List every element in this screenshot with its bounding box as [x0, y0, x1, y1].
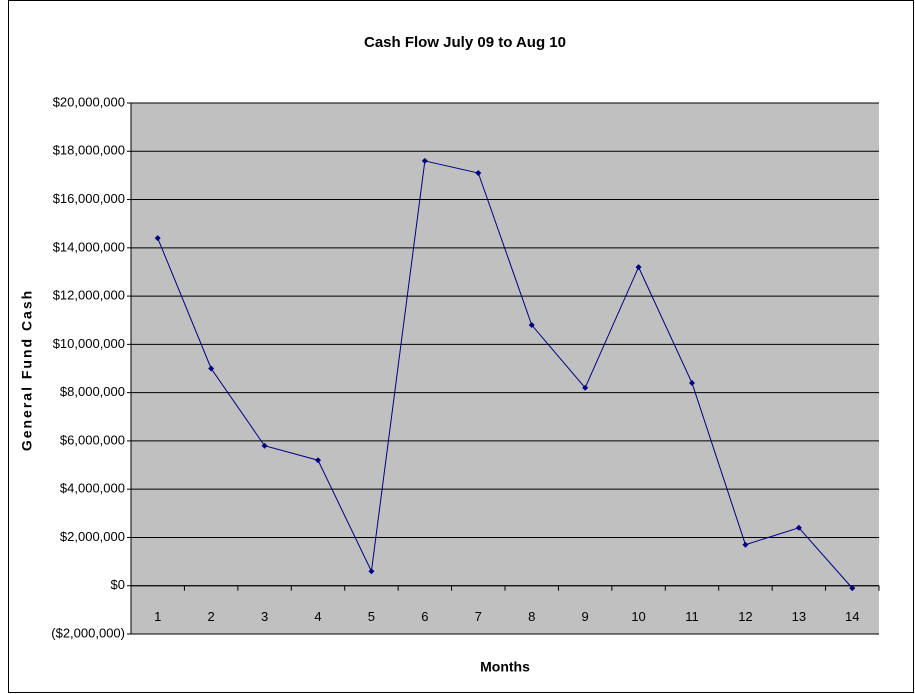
x-tick-label: 2 — [208, 609, 215, 624]
point-marker — [475, 169, 482, 176]
x-tick-label: 12 — [738, 609, 752, 624]
point-marker — [154, 235, 161, 242]
x-tick-label: 8 — [528, 609, 535, 624]
point-marker — [742, 541, 749, 548]
point-marker — [368, 568, 375, 575]
x-tick-label: 7 — [475, 609, 482, 624]
point-marker — [208, 365, 215, 372]
point-marker — [315, 457, 321, 464]
y-tick-label: $20,000,000 — [53, 94, 125, 109]
point-marker — [421, 157, 428, 164]
x-tick-label: 5 — [368, 609, 375, 624]
y-tick-label: $2,000,000 — [60, 529, 125, 544]
y-tick-label: $6,000,000 — [60, 432, 125, 447]
y-tick-label: $8,000,000 — [60, 384, 125, 399]
x-tick-label: 3 — [261, 609, 268, 624]
point-marker — [689, 379, 695, 386]
y-tick-label: $12,000,000 — [53, 288, 125, 303]
y-tick-label: $18,000,000 — [53, 143, 125, 158]
y-tick-label: $16,000,000 — [53, 191, 125, 206]
point-marker — [261, 442, 268, 449]
plot-area — [131, 103, 879, 634]
x-tick-label: 11 — [685, 609, 699, 624]
y-tick-label: $0 — [111, 577, 125, 592]
y-tick-label: $10,000,000 — [53, 336, 125, 351]
point-marker — [795, 524, 802, 531]
chart-title: Cash Flow July 09 to Aug 10 — [364, 34, 566, 51]
x-tick-label: 14 — [845, 609, 859, 624]
x-tick-label: 1 — [154, 609, 161, 624]
point-marker — [582, 384, 589, 391]
x-tick-label: 9 — [582, 609, 589, 624]
point-marker — [635, 264, 642, 271]
x-tick-label: 4 — [314, 609, 321, 624]
x-tick-label: 6 — [421, 609, 428, 624]
series-line — [157, 160, 853, 589]
x-axis-title: Months — [480, 659, 530, 675]
y-tick-label: ($2,000,000) — [51, 625, 125, 640]
point-marker — [528, 322, 535, 329]
x-tick-label: 10 — [631, 609, 645, 624]
x-tick-label: 13 — [792, 609, 806, 624]
y-tick-label: $14,000,000 — [53, 239, 125, 254]
y-tick-label: $4,000,000 — [60, 481, 125, 496]
y-axis-title: General Fund Cash — [19, 289, 35, 451]
point-marker — [849, 585, 856, 592]
